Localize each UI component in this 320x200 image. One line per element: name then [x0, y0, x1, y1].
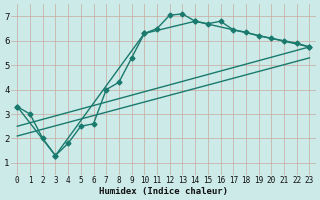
X-axis label: Humidex (Indice chaleur): Humidex (Indice chaleur) — [99, 187, 228, 196]
